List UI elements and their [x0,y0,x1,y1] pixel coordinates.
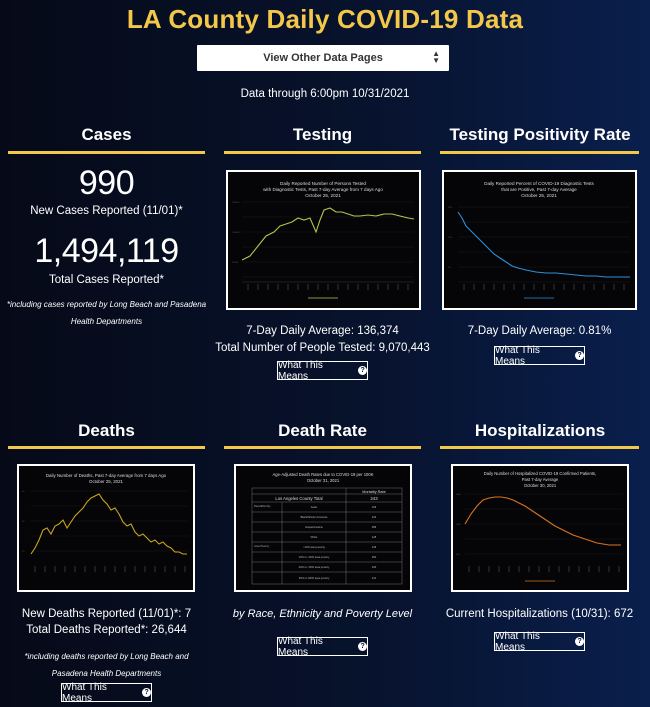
row-value: 250 [372,555,377,559]
testing-chart[interactable]: Daily Reported Number of Persons Tested … [226,170,421,310]
total-cases-label: Total Cases Reported* [48,274,165,286]
select-arrows-icon: ▲ ▼ [432,49,440,65]
hospitalizations-rule [440,446,639,449]
cases-title: Cases [81,125,132,144]
svg-text:20%: 20% [448,207,452,209]
row-label: 10% to <20% area poverty [299,555,330,559]
testing-chart-title-1: Daily Reported Number of Persons Tested [280,181,366,186]
row-value: 139 [372,545,377,549]
data-pages-select[interactable]: View Other Data Pages ▲ ▼ [197,45,449,71]
svg-text:5%: 5% [448,267,451,269]
deaths-what-this-means-button[interactable]: What This Means ? [61,682,152,704]
poverty-group-label: Area Poverty [254,544,270,548]
hospitalizations-what-this-means-button[interactable]: What This Means ? [494,631,585,653]
question-circle-icon: ? [575,637,584,646]
death-rate-subtitle: by Race, Ethnicity and Poverty Level [232,608,413,620]
testing-title: Testing [292,125,353,144]
question-circle-icon: ? [142,688,151,697]
county-total-value: 243 [370,496,378,501]
county-total-label: Los Angeles County Total [275,496,322,501]
deaths-title: Deaths [78,421,135,440]
current-hospitalizations: Current Hospitalizations (10/31): 672 [445,608,634,620]
death-rate-chart-title-1: Age-Adjusted Death Rates due to COVID-19… [272,472,373,477]
row-label: Hispanic/Latino [305,525,323,529]
svg-text:150000: 150000 [232,202,240,204]
cases-footnote: *including cases reported by Long Beach … [6,300,207,326]
row-value: 389 [372,525,377,529]
row-label: 30% to 100% area poverty [299,576,330,580]
testing-chart-title-2: with Diagnostic Tests, Past 7-day Averag… [263,187,383,192]
data-pages-select-label: View Other Data Pages [263,52,383,64]
svg-text:10%: 10% [448,237,452,239]
deaths-rule [8,446,205,449]
deaths-footnote: *including deaths reported by Long Beach… [24,652,189,678]
row-value: 330 [372,565,377,569]
death-rate-title: Death Rate [278,421,367,440]
hosp-chart-title-1: Daily Number of Hospitalized COVID-19 Co… [484,471,596,476]
positivity-what-this-means-button[interactable]: What This Means ? [494,345,585,367]
svg-text:1000: 1000 [456,524,462,526]
testing-chart-title-3: October 25, 2021 [305,193,341,198]
positivity-chart-title-1: Daily Reported Percent of COVID-19 Diagn… [484,181,594,186]
positivity-title: Testing Positivity Rate [449,125,631,144]
data-through-text: Data through 6:00pm 10/31/2021 [240,88,410,100]
row-label: 20% to <30% area poverty [299,565,330,569]
hospitalizations-title: Hospitalizations [474,421,606,440]
total-deaths-label: Total Deaths Reported*: 26,644 [26,624,187,636]
death-rate-rule [224,446,421,449]
new-cases-label: New Cases Reported (11/01)* [30,205,183,217]
positivity-chart-title-2: that are Positive, Past 7-day Average [501,187,577,192]
svg-text:500: 500 [456,554,460,556]
positivity-chart-title-3: October 25, 2021 [521,193,557,198]
new-cases-value: 990 [78,164,135,202]
positivity-chart[interactable]: Daily Reported Percent of COVID-19 Diagn… [442,170,637,310]
death-rate-chart[interactable]: Age-Adjusted Death Rates due to COVID-19… [234,464,412,592]
testing-rule [224,151,421,154]
testing-total-tested: Total Number of People Tested: 9,070,443 [215,342,430,354]
mortality-rate-header: Mortality Rate [362,490,385,494]
svg-text:2000: 2000 [456,494,462,496]
question-circle-icon: ? [358,642,367,651]
testing-what-this-means-button[interactable]: What This Means ? [277,360,368,382]
testing-daily-average: 7-Day Daily Average: 136,374 [246,325,399,337]
row-value: 244 [372,515,377,519]
positivity-rule [440,151,639,154]
hospitalizations-chart[interactable]: Daily Number of Hospitalized COVID-19 Co… [451,464,629,592]
race-group-label: Race/Ethnicity [254,504,271,508]
svg-text:10: 10 [22,551,25,553]
total-cases-value: 1,494,119 [34,232,179,270]
svg-text:60: 60 [22,491,25,493]
deaths-chart-title-2: October 25, 2021 [89,479,123,484]
page-title: LA County Daily COVID-19 Data [126,4,524,34]
row-value: 169 [372,505,377,509]
hosp-chart-title-3: October 30, 2021 [524,483,557,488]
row-label: <10% area poverty [303,545,326,549]
deaths-chart-title-1: Daily Number of Deaths, Past 7-day Avera… [46,473,167,478]
row-label: Black/African American [301,515,328,519]
question-circle-icon: ? [358,366,367,375]
death-rate-what-this-means-button[interactable]: What This Means ? [277,636,368,658]
svg-text:100000: 100000 [232,232,240,234]
deaths-chart[interactable]: Daily Number of Deaths, Past 7-day Avera… [17,464,195,592]
row-value: 128 [372,535,377,539]
question-circle-icon: ? [575,351,584,360]
cases-rule [8,151,205,154]
death-rate-chart-title-2: October 31, 2021 [307,478,340,483]
row-label: White [311,535,318,539]
new-deaths-label: New Deaths Reported (11/01)*: 7 [21,608,192,620]
row-value: 441 [372,576,377,580]
svg-text:30: 30 [22,521,25,523]
positivity-daily-average: 7-Day Daily Average: 0.81% [467,325,612,337]
hosp-chart-title-2: Past 7-day Average [522,477,559,482]
row-label: Asian [311,505,318,509]
svg-text:50000: 50000 [232,262,239,264]
